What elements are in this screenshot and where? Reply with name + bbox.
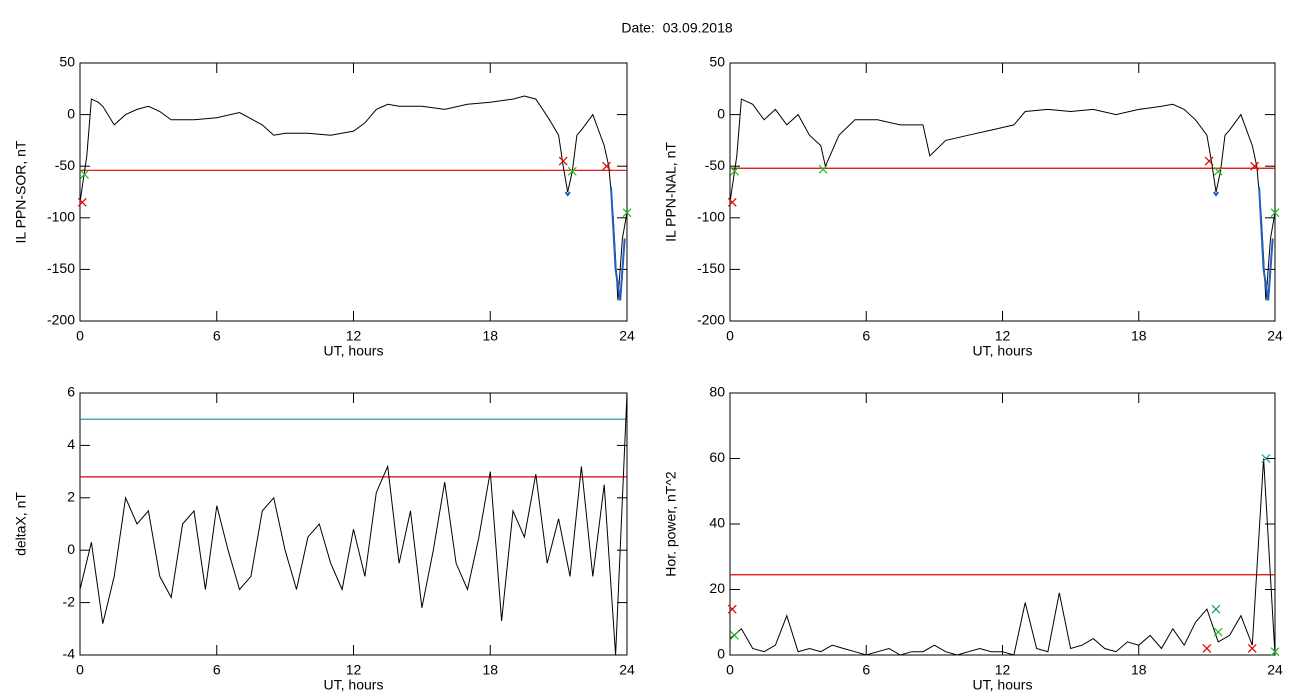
x-marker xyxy=(77,197,87,207)
x-tick-label: 12 xyxy=(995,662,1011,678)
x-marker xyxy=(567,166,577,176)
x-axis-label: UT, hours xyxy=(324,343,384,359)
x-marker xyxy=(1270,208,1280,218)
x-marker xyxy=(80,170,89,179)
y-axis-label: IL PPN-NAL, nT xyxy=(663,142,679,242)
y-tick-label: 6 xyxy=(67,384,75,400)
y-tick-label: 40 xyxy=(709,515,725,531)
x-tick-label: 6 xyxy=(862,662,870,678)
x-tick-label: 24 xyxy=(619,662,635,678)
x-tick-label: 6 xyxy=(213,328,221,344)
x-tick-label: 12 xyxy=(995,328,1011,344)
y-tick-label: -50 xyxy=(55,157,75,173)
x-marker xyxy=(818,164,828,174)
y-axis-label: Hor. power, nT^2 xyxy=(663,471,679,577)
data-line xyxy=(564,186,626,301)
x-marker xyxy=(727,197,737,207)
x-tick-label: 24 xyxy=(1267,328,1283,344)
x-marker xyxy=(1204,156,1214,166)
x-tick-label: 12 xyxy=(346,662,362,678)
data-line xyxy=(1212,186,1274,301)
x-marker xyxy=(558,156,568,166)
y-tick-label: -50 xyxy=(705,157,725,173)
x-marker xyxy=(602,161,611,171)
y-tick-label: 0 xyxy=(717,105,725,121)
y-axis-label: IL PPN-SOR, nT xyxy=(13,140,29,243)
x-tick-label: 0 xyxy=(76,662,84,678)
plot-frame xyxy=(79,392,628,656)
x-marker xyxy=(1250,161,1259,171)
data-line xyxy=(729,98,1276,301)
x-axis-label: UT, hours xyxy=(324,677,384,693)
x-marker xyxy=(1261,454,1271,463)
x-tick-label: 6 xyxy=(862,328,870,344)
x-tick-label: 0 xyxy=(726,328,734,344)
y-tick-label: 0 xyxy=(717,646,725,662)
y-tick-label: 4 xyxy=(67,436,75,452)
x-marker xyxy=(1247,644,1257,653)
y-tick-label: 50 xyxy=(59,54,75,70)
y-tick-label: 2 xyxy=(67,489,75,505)
y-tick-label: 80 xyxy=(709,384,725,400)
y-tick-label: -2 xyxy=(63,593,76,609)
y-tick-label: -100 xyxy=(47,209,75,225)
x-axis-label: UT, hours xyxy=(973,677,1033,693)
y-axis-label: deltaX, nT xyxy=(13,492,29,556)
x-tick-label: 12 xyxy=(346,328,362,344)
x-marker xyxy=(1213,627,1223,637)
x-tick-label: 18 xyxy=(482,328,498,344)
y-tick-label: 0 xyxy=(67,105,75,121)
y-tick-label: -200 xyxy=(697,312,725,328)
data-line xyxy=(79,95,628,301)
plot-frame xyxy=(79,62,628,322)
x-marker xyxy=(1270,647,1280,657)
x-marker xyxy=(1202,644,1212,653)
x-tick-label: 24 xyxy=(619,328,635,344)
y-tick-label: 0 xyxy=(67,541,75,557)
y-tick-label: 60 xyxy=(709,449,725,465)
x-axis-label: UT, hours xyxy=(973,343,1033,359)
x-marker xyxy=(727,604,737,614)
x-tick-label: 18 xyxy=(482,662,498,678)
y-tick-label: -100 xyxy=(697,209,725,225)
x-tick-label: 0 xyxy=(726,662,734,678)
figure-title: Date: 03.09.2018 xyxy=(621,20,733,36)
x-marker xyxy=(1213,166,1223,176)
x-marker xyxy=(730,630,739,640)
x-marker xyxy=(1211,604,1221,614)
y-tick-label: 20 xyxy=(709,580,725,596)
y-tick-label: 50 xyxy=(709,54,725,70)
plot-frame xyxy=(729,392,1276,656)
x-tick-label: 18 xyxy=(1131,662,1147,678)
y-tick-label: -200 xyxy=(47,312,75,328)
plot-frame xyxy=(729,62,1276,322)
x-tick-label: 0 xyxy=(76,328,84,344)
y-tick-label: -4 xyxy=(63,646,76,662)
y-tick-label: -150 xyxy=(47,260,75,276)
y-tick-label: -150 xyxy=(697,260,725,276)
x-marker xyxy=(730,166,739,176)
x-tick-label: 24 xyxy=(1267,662,1283,678)
x-marker xyxy=(622,208,632,218)
data-line xyxy=(729,458,1276,656)
x-tick-label: 6 xyxy=(213,662,221,678)
data-line xyxy=(79,392,628,656)
x-tick-label: 18 xyxy=(1131,328,1147,344)
